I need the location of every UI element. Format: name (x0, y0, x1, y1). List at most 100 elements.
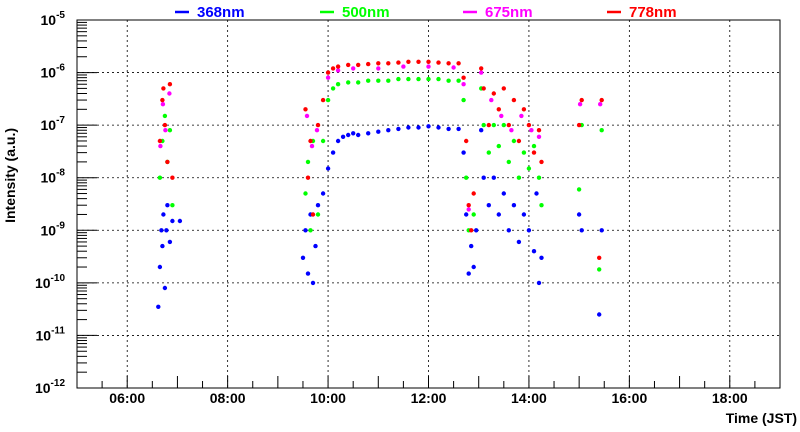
point-500nm (511, 138, 517, 144)
y-tick-label: 10-9 (41, 220, 66, 238)
point-675nm (426, 64, 431, 69)
x-tick-label: 14:00 (511, 390, 547, 406)
point-368nm (161, 212, 166, 217)
point-368nm (396, 126, 401, 132)
point-368nm (486, 203, 491, 208)
point-778nm (310, 212, 316, 217)
point-675nm (158, 143, 163, 149)
point-500nm (167, 128, 173, 133)
legend-label-500nm: 500nm (342, 4, 390, 21)
point-368nm (531, 249, 537, 254)
point-368nm (479, 128, 484, 133)
point-500nm (536, 175, 542, 180)
point-778nm (521, 107, 527, 112)
point-778nm (506, 122, 511, 128)
point-675nm (314, 128, 320, 133)
point-675nm (529, 128, 534, 133)
point-500nm (157, 175, 163, 180)
point-778nm (426, 59, 431, 64)
point-368nm (159, 228, 164, 233)
point-368nm (330, 150, 336, 155)
point-368nm (536, 280, 542, 286)
point-500nm (335, 82, 341, 87)
point-778nm (576, 122, 582, 128)
point-500nm (366, 78, 371, 83)
point-500nm (501, 122, 506, 128)
point-778nm (376, 61, 381, 66)
x-tick-label: 10:00 (310, 390, 346, 406)
point-778nm (303, 107, 308, 112)
point-778nm (539, 159, 544, 165)
point-368nm (162, 285, 168, 291)
point-675nm (163, 128, 168, 133)
point-675nm (160, 102, 166, 107)
point-778nm (456, 61, 461, 66)
point-778nm (491, 91, 496, 96)
point-368nm (511, 203, 517, 208)
point-778nm (536, 128, 542, 133)
point-778nm (356, 62, 361, 68)
point-778nm (308, 138, 313, 144)
point-778nm (330, 66, 336, 71)
point-778nm (162, 122, 168, 128)
point-675nm (451, 65, 456, 70)
y-tick-label: 10-10 (35, 273, 65, 291)
x-tick-label: 12:00 (411, 390, 447, 406)
point-368nm (516, 239, 522, 245)
point-778nm (579, 97, 584, 103)
point-368nm (325, 166, 331, 171)
point-500nm (597, 267, 602, 272)
point-675nm (401, 64, 406, 69)
point-778nm (471, 191, 476, 196)
point-778nm (157, 138, 163, 144)
x-tick-label: 18:00 (712, 390, 748, 406)
point-778nm (167, 82, 173, 87)
point-500nm (416, 76, 421, 82)
point-500nm (386, 78, 391, 83)
point-368nm (464, 212, 469, 217)
point-778nm (335, 64, 341, 69)
point-778nm (305, 175, 311, 180)
point-500nm (539, 203, 544, 208)
point-368nm (491, 175, 496, 180)
point-675nm (304, 113, 310, 119)
point-778nm (501, 86, 506, 91)
point-368nm (526, 228, 532, 233)
point-675nm (167, 91, 172, 96)
point-500nm (356, 80, 361, 85)
point-500nm (471, 212, 476, 217)
legend-label-675nm: 675nm (485, 4, 533, 21)
point-368nm (436, 125, 441, 130)
point-778nm (366, 61, 371, 67)
point-778nm (170, 175, 175, 180)
point-368nm (310, 280, 316, 286)
y-tick-label: 10-7 (41, 115, 66, 133)
point-500nm (491, 122, 496, 128)
point-368nm (576, 212, 582, 217)
x-axis-label: Time (JST) (726, 410, 797, 426)
point-368nm (539, 255, 544, 260)
point-368nm (170, 218, 175, 224)
point-778nm (396, 60, 401, 65)
y-tick-label: 10-6 (41, 63, 66, 81)
grid (77, 20, 780, 388)
point-368nm (474, 228, 479, 233)
point-368nm (156, 304, 161, 309)
point-778nm (496, 107, 501, 112)
point-675nm (479, 70, 484, 75)
point-368nm (406, 125, 411, 130)
point-368nm (315, 203, 321, 208)
point-778nm (346, 62, 351, 68)
point-778nm (511, 97, 517, 103)
point-778nm (160, 97, 165, 103)
point-368nm (426, 124, 431, 129)
point-500nm (599, 128, 604, 133)
point-368nm (599, 228, 604, 233)
point-778nm (406, 59, 411, 64)
point-500nm (464, 175, 469, 180)
point-500nm (506, 159, 511, 165)
point-500nm (308, 228, 313, 233)
point-675nm (376, 66, 381, 71)
point-675nm (519, 113, 524, 119)
point-500nm (170, 203, 175, 208)
